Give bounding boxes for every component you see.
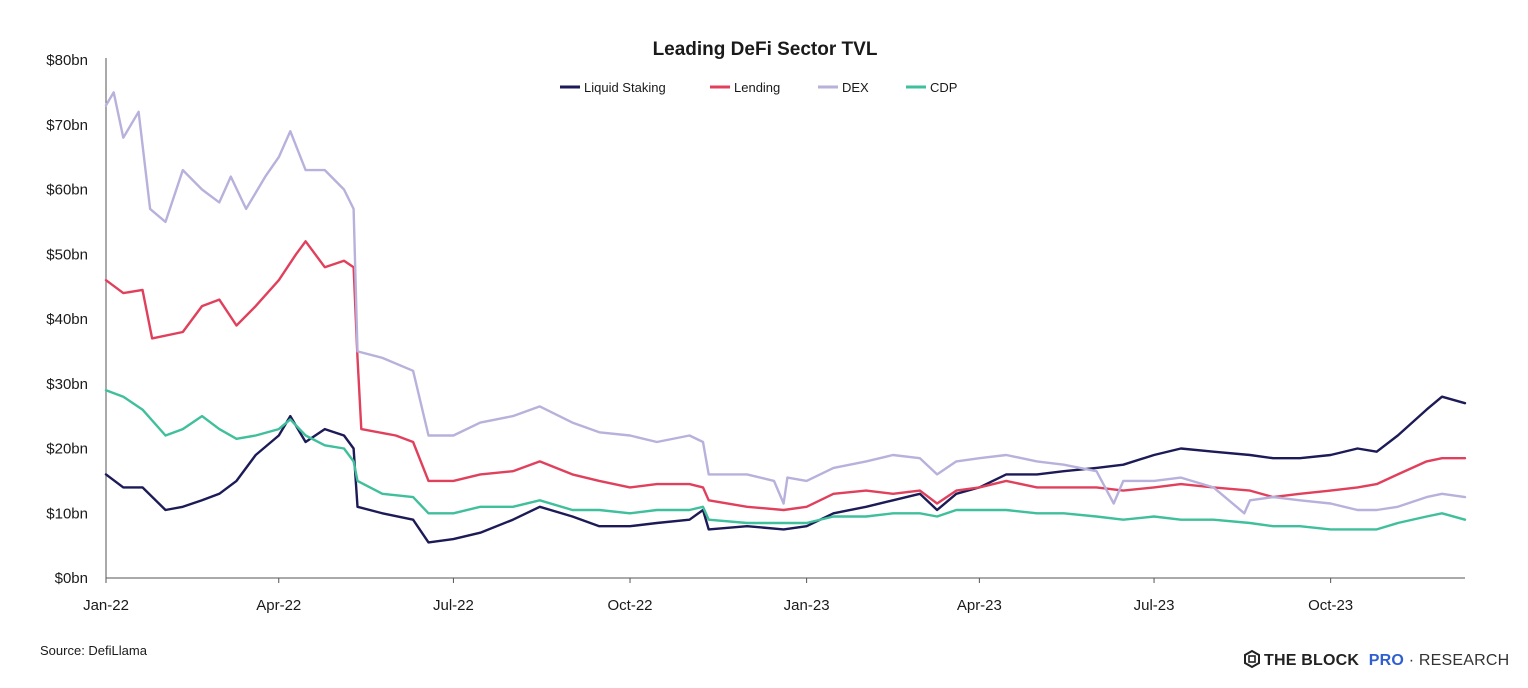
x-tick-label: Jul-23 <box>1134 597 1175 614</box>
x-tick-label: Jan-22 <box>83 597 129 614</box>
y-tick-label: $10bn <box>46 505 88 522</box>
series-lines <box>104 91 1467 544</box>
series-line-lending <box>104 240 1467 512</box>
y-tick-label: $30bn <box>46 376 88 393</box>
legend-label-cdp: CDP <box>930 80 957 95</box>
axes: $0bn $10bn $20bn $30bn $40bn $50bn $60bn $70bn $… <box>46 52 1465 614</box>
x-tick-label: Apr-22 <box>256 597 301 614</box>
y-tick-label: $40bn <box>46 311 88 328</box>
series-line-dex <box>104 91 1467 515</box>
y-tick-label: $80bn <box>46 52 88 69</box>
series-line-liquid-staking <box>104 395 1467 544</box>
legend: Liquid Staking Lending DEX CDP <box>560 80 957 95</box>
x-tick-label: Apr-23 <box>957 597 1002 614</box>
brand-pro: PRO <box>1369 652 1404 669</box>
source-note: Source: DefiLlama <box>40 643 148 658</box>
x-tick-label: Jan-23 <box>784 597 830 614</box>
brand-research: RESEARCH <box>1419 652 1510 669</box>
y-tick-label: $20bn <box>46 441 88 458</box>
series-line-cdp <box>104 389 1467 531</box>
legend-label-lending: Lending <box>734 80 780 95</box>
x-tick-label: Oct-23 <box>1308 597 1353 614</box>
brand-name: THE BLOCK <box>1264 652 1359 669</box>
y-tick-label: $70bn <box>46 117 88 134</box>
block-logo-icon <box>1244 649 1260 669</box>
y-tick-label: $0bn <box>55 570 88 587</box>
x-tick-label: Jul-22 <box>433 597 474 614</box>
brand-logo: THE BLOCK PRO · RESEARCH <box>1244 649 1509 669</box>
x-tick-label: Oct-22 <box>608 597 653 614</box>
legend-label-liquid-staking: Liquid Staking <box>584 80 666 95</box>
y-tick-label: $60bn <box>46 182 88 199</box>
brand-text: THE BLOCK PRO · RESEARCH <box>1264 652 1509 669</box>
legend-label-dex: DEX <box>842 80 869 95</box>
y-tick-label: $50bn <box>46 246 88 263</box>
chart-title: Leading DeFi Sector TVL <box>653 39 878 60</box>
brand-separator: · <box>1409 652 1419 669</box>
